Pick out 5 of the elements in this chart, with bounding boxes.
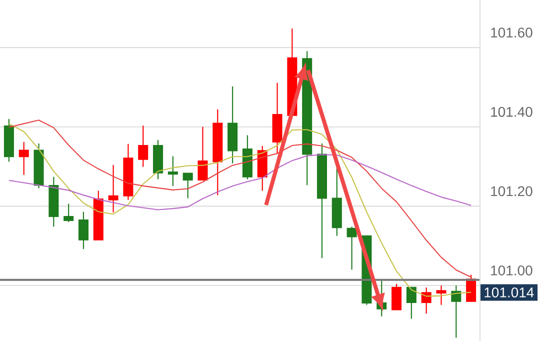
- y-tick-label: 101.60: [491, 28, 532, 38]
- ref-line-label: 101.014: [484, 288, 534, 298]
- y-tick-label: 101.00: [491, 266, 532, 276]
- y-tick-label: 101.20: [491, 186, 532, 196]
- y-tick-label: 101.40: [491, 106, 532, 117]
